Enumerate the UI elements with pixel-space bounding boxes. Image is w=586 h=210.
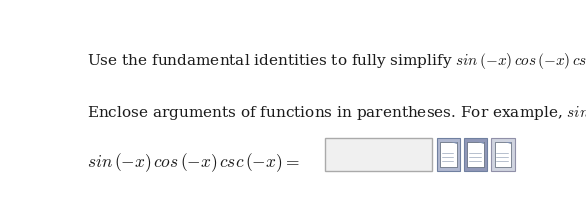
Text: Enclose arguments of functions in parentheses. For example, $\mathit{sin}\,(2x).: Enclose arguments of functions in parent…: [87, 103, 586, 123]
Polygon shape: [478, 142, 484, 144]
FancyBboxPatch shape: [440, 142, 456, 167]
FancyBboxPatch shape: [468, 142, 484, 167]
FancyBboxPatch shape: [491, 138, 515, 171]
Text: $\mathit{sin}\,(-x)\,\mathit{cos}\,(-x)\,\mathit{csc}\,(-x) =$: $\mathit{sin}\,(-x)\,\mathit{cos}\,(-x)\…: [87, 151, 299, 174]
FancyBboxPatch shape: [464, 138, 488, 171]
FancyBboxPatch shape: [437, 138, 460, 171]
Text: Use the fundamental identities to fully simplify $\mathit{sin}\,(-x)\,\mathit{co: Use the fundamental identities to fully …: [87, 51, 586, 71]
FancyBboxPatch shape: [325, 138, 432, 171]
FancyBboxPatch shape: [495, 142, 511, 167]
Polygon shape: [451, 142, 456, 144]
Polygon shape: [505, 142, 511, 144]
